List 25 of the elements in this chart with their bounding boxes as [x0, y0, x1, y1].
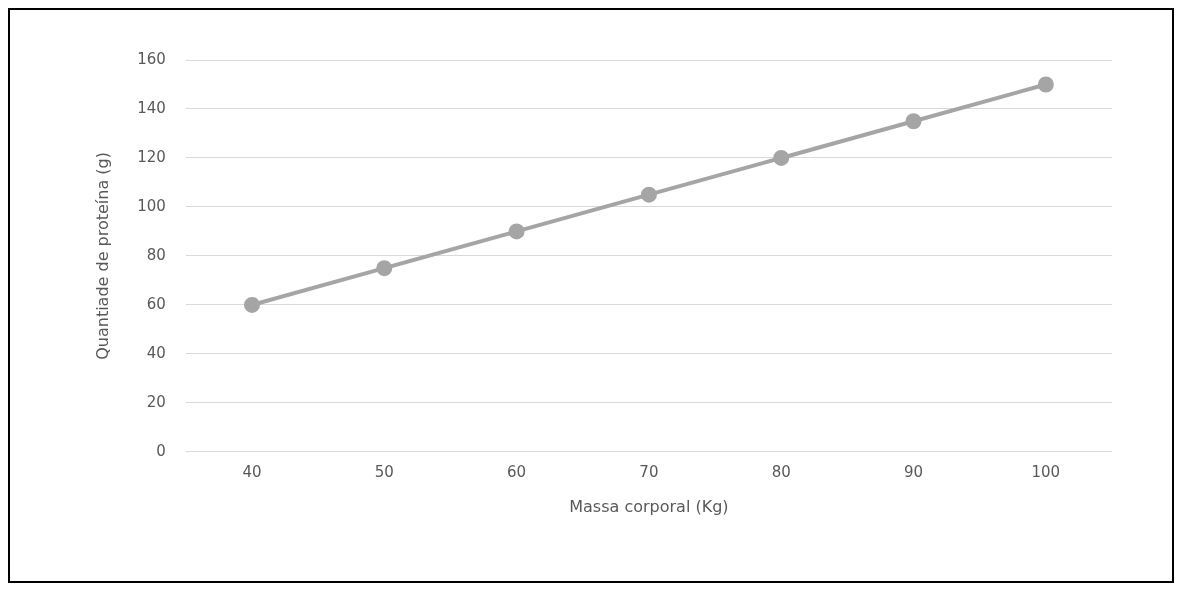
x-tick-label: 90	[903, 462, 924, 481]
y-tick-label: 40	[146, 343, 166, 362]
x-tick-label: 40	[242, 462, 262, 481]
y-tick-label: 100	[137, 196, 166, 215]
y-tick-label: 60	[146, 294, 166, 313]
x-tick-label: 100	[1031, 462, 1061, 481]
x-axis-title: Massa corporal (Kg)	[569, 496, 729, 516]
y-tick-label: 120	[137, 147, 166, 166]
y-tick-label: 160	[137, 49, 166, 68]
x-tick-label: 70	[639, 462, 659, 481]
point	[773, 149, 790, 166]
x-tick-label: 50	[374, 462, 394, 481]
x-tick-label: 80	[771, 462, 791, 481]
point	[243, 296, 260, 313]
point	[508, 223, 525, 240]
point	[1037, 76, 1054, 93]
y-tick-label: 140	[137, 98, 166, 117]
y-tick-label: 0	[156, 441, 166, 460]
y-tick-label: 80	[146, 245, 166, 264]
y-axis-title: Quantiade de proteína (g)	[92, 152, 112, 360]
point	[905, 113, 922, 130]
point	[376, 260, 393, 277]
x-tick-label: 60	[507, 462, 527, 481]
y-tick-label: 20	[146, 392, 166, 411]
point	[640, 186, 657, 203]
